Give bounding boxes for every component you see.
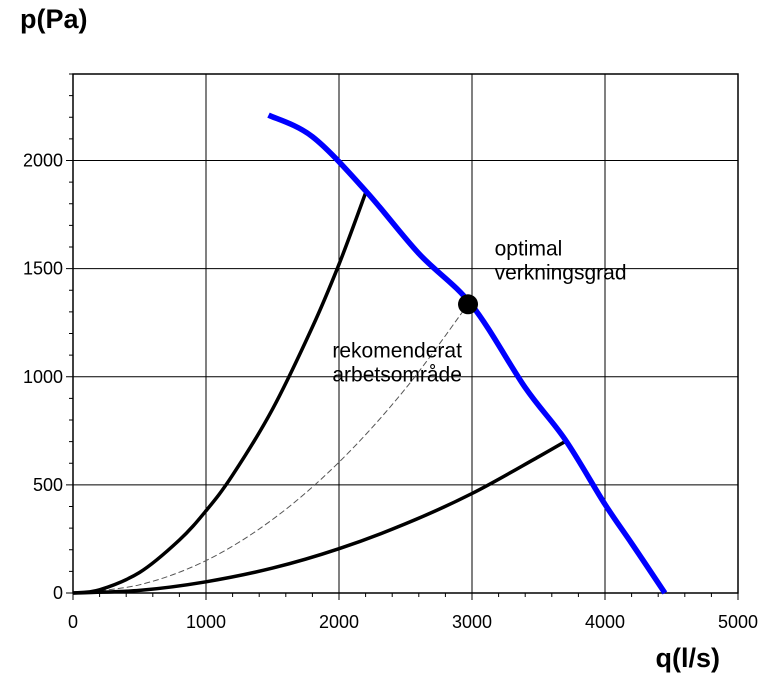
fan-curve (267, 112, 668, 595)
y-tick-label: 1500 (23, 259, 63, 279)
system-curve-optimal (72, 304, 469, 594)
y-tick-label: 1000 (23, 367, 63, 387)
x-tick-label: 3000 (452, 612, 492, 632)
y-axis-title: p(Pa) (20, 4, 88, 34)
x-axis-title: q(l/s) (656, 643, 721, 673)
x-tick-label: 4000 (585, 612, 625, 632)
optimal-label-line: optimal (495, 238, 563, 261)
y-tick-label: 2000 (23, 151, 63, 171)
x-tick-label: 1000 (186, 612, 226, 632)
system-curve-upper (72, 192, 368, 595)
optimal-label: optimal verkningsgrad (495, 238, 627, 285)
plot-frame (72, 73, 739, 594)
x-tick-label: 5000 (718, 612, 758, 632)
range-label: rekomenderat arbetsområde (332, 339, 462, 386)
x-tick-label: 2000 (319, 612, 359, 632)
optimal-label-line: verkningsgrad (495, 262, 627, 285)
optimal-point (458, 294, 479, 315)
range-label-line: arbetsområde (332, 363, 462, 386)
range-label-line: rekomenderat (332, 339, 462, 362)
y-tick-label: 0 (53, 583, 63, 603)
x-tick-label: 0 (68, 612, 78, 632)
system-curve-lower (72, 440, 566, 595)
y-tick-label: 500 (33, 475, 63, 495)
